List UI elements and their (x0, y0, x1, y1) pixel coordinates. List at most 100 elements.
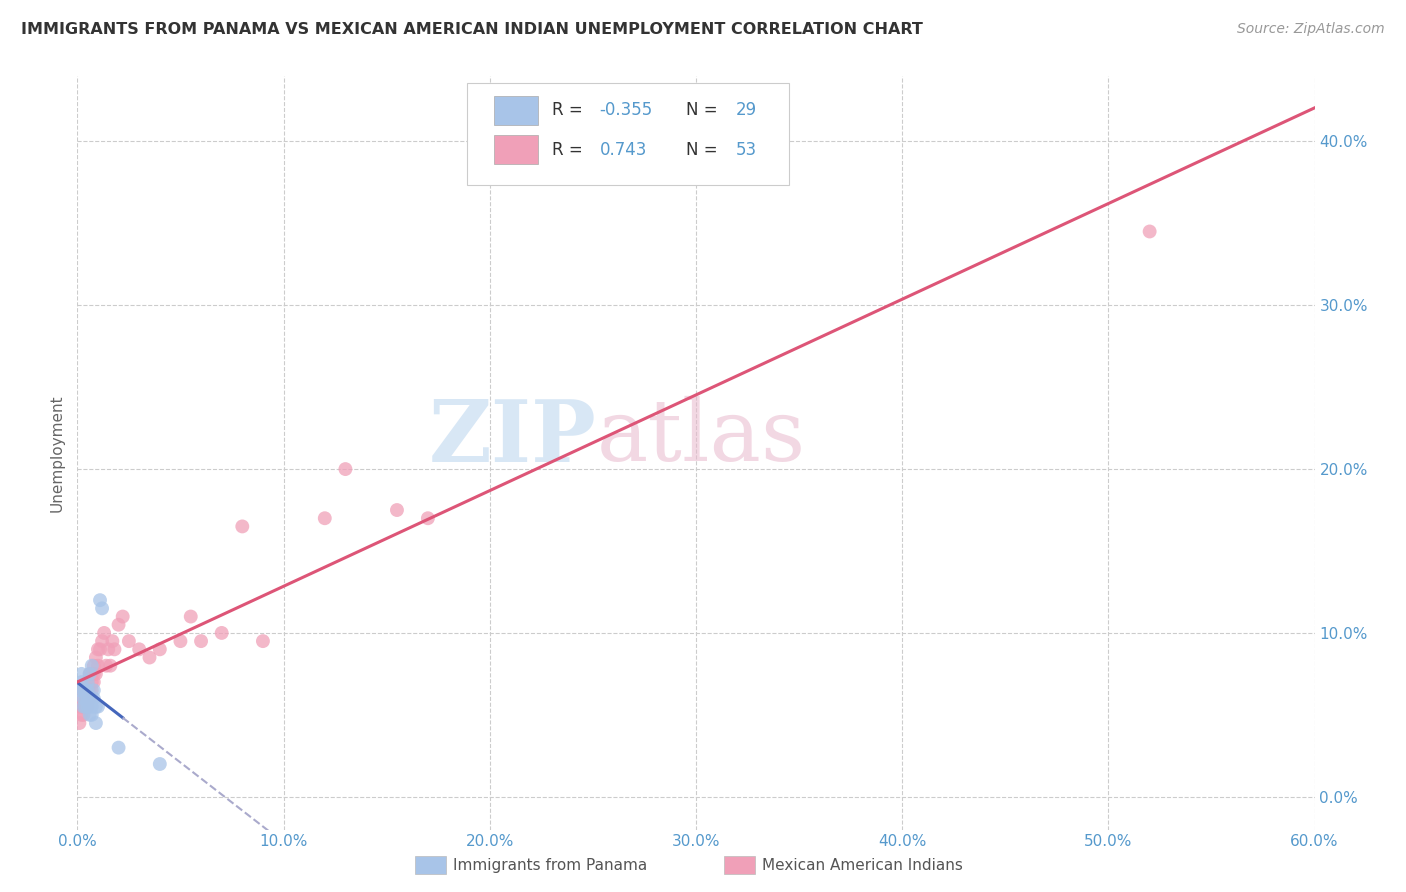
Point (83, 683, 105, 698)
Point (89, 593, 111, 607)
Point (79, 666, 101, 681)
Point (67, 716, 90, 731)
Point (79, 683, 101, 698)
Point (76, 699, 98, 714)
Point (118, 634, 141, 648)
FancyBboxPatch shape (495, 136, 537, 164)
Point (70, 699, 93, 714)
Point (75, 691, 97, 706)
Point (84, 716, 107, 731)
Point (91, 601, 114, 615)
Point (93, 626, 115, 640)
Point (1139, 225, 1161, 239)
Y-axis label: Unemployment: Unemployment (49, 394, 65, 511)
Point (76, 683, 98, 698)
Point (97, 642, 120, 657)
Text: Immigrants from Panama: Immigrants from Panama (453, 858, 647, 872)
Point (72, 691, 94, 706)
Point (83, 666, 105, 681)
Point (83, 658, 105, 673)
Point (80, 699, 103, 714)
FancyBboxPatch shape (495, 96, 537, 125)
Point (128, 642, 150, 657)
Text: Source: ZipAtlas.com: Source: ZipAtlas.com (1237, 22, 1385, 37)
Point (211, 626, 233, 640)
Point (80, 683, 103, 698)
Text: 53: 53 (735, 141, 756, 159)
Point (190, 634, 212, 648)
Point (98, 658, 121, 673)
Point (76, 691, 98, 706)
Point (231, 519, 253, 533)
Text: R =: R = (553, 141, 589, 159)
Point (79, 699, 101, 714)
Point (67, 699, 90, 714)
Point (149, 757, 172, 772)
Point (138, 650, 160, 665)
Point (335, 462, 357, 476)
Point (83, 691, 105, 706)
Point (72, 707, 94, 722)
Text: 29: 29 (735, 102, 756, 120)
Point (180, 609, 202, 624)
Text: -0.355: -0.355 (599, 102, 652, 120)
Point (91, 634, 114, 648)
Point (75, 683, 97, 698)
Point (149, 642, 172, 657)
Point (84, 650, 107, 665)
Point (79, 666, 101, 681)
Point (75, 683, 97, 698)
Point (79, 707, 101, 722)
Point (80, 666, 103, 681)
Text: atlas: atlas (598, 396, 806, 479)
Point (76, 675, 98, 690)
Text: 0.743: 0.743 (599, 141, 647, 159)
Text: IMMIGRANTS FROM PANAMA VS MEXICAN AMERICAN INDIAN UNEMPLOYMENT CORRELATION CHART: IMMIGRANTS FROM PANAMA VS MEXICAN AMERIC… (21, 22, 922, 37)
Point (169, 634, 191, 648)
Point (79, 691, 101, 706)
Text: ZIP: ZIP (429, 396, 598, 480)
Text: N =: N = (686, 141, 723, 159)
Point (80, 707, 103, 722)
Point (416, 511, 439, 525)
Point (385, 503, 408, 517)
Point (75, 699, 97, 714)
Point (70, 707, 93, 722)
Point (72, 683, 94, 698)
Point (80, 675, 103, 690)
Point (80, 658, 103, 673)
Point (70, 675, 93, 690)
Point (96, 658, 118, 673)
Point (252, 634, 274, 648)
Point (87, 699, 110, 714)
Point (72, 699, 94, 714)
FancyBboxPatch shape (467, 83, 789, 186)
Point (84, 666, 107, 681)
Point (72, 683, 94, 698)
Point (87, 642, 110, 657)
Point (72, 699, 94, 714)
Point (103, 642, 125, 657)
Point (70, 691, 93, 706)
Text: N =: N = (686, 102, 723, 120)
Point (76, 683, 98, 698)
Point (76, 691, 98, 706)
Point (67, 683, 90, 698)
Point (75, 691, 97, 706)
Point (107, 617, 129, 632)
Point (89, 642, 111, 657)
Text: Mexican American Indians: Mexican American Indians (762, 858, 963, 872)
Point (101, 634, 124, 648)
Point (84, 699, 107, 714)
Point (75, 699, 97, 714)
Point (107, 740, 129, 755)
Point (111, 609, 134, 624)
Point (76, 699, 98, 714)
Point (314, 511, 336, 525)
Text: R =: R = (553, 102, 589, 120)
Point (87, 658, 110, 673)
Point (83, 675, 105, 690)
Point (70, 666, 93, 681)
Point (79, 691, 101, 706)
Point (76, 675, 98, 690)
